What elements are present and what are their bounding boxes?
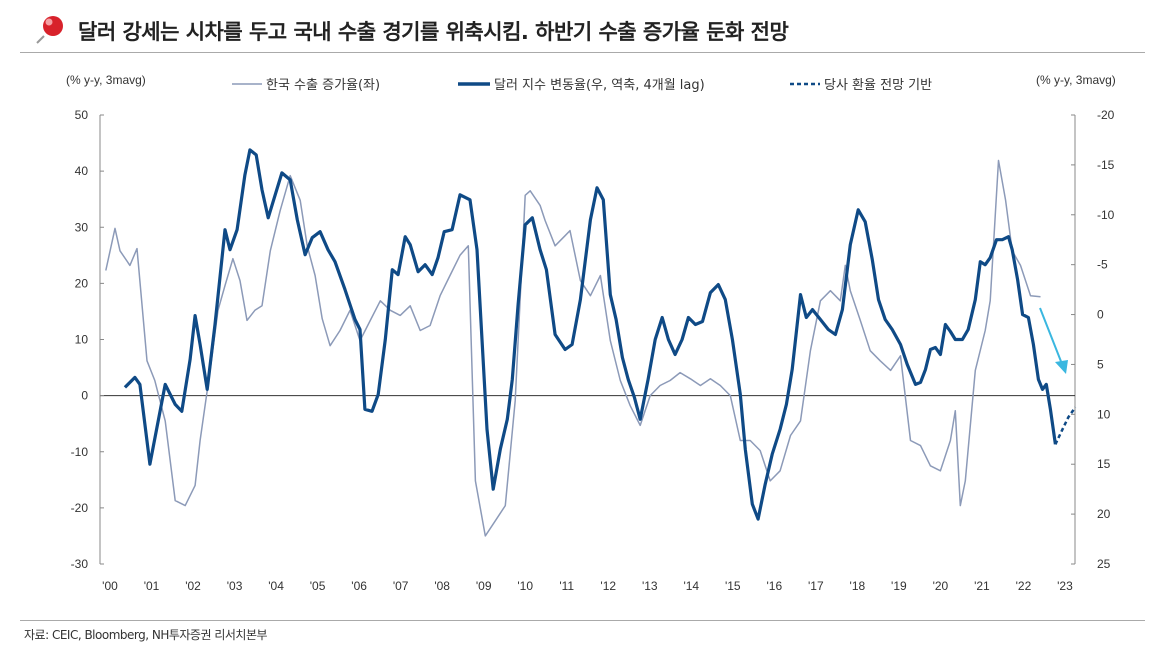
left-tick-label: 10	[75, 333, 89, 347]
left-tick-label: 50	[75, 108, 89, 122]
x-tick-label: '23	[1057, 579, 1073, 593]
right-tick-label: -10	[1097, 208, 1115, 222]
x-tick-label: '11	[559, 579, 574, 593]
x-tick-label: '18	[850, 579, 866, 593]
x-tick-label: '05	[310, 579, 326, 593]
pushpin-icon	[36, 16, 63, 44]
left-tick-label: 30	[75, 220, 89, 234]
x-tick-label: '22	[1016, 579, 1032, 593]
legend: 한국 수출 증가율(좌) 달러 지수 변동율(우, 역축, 4개월 lag) 당…	[232, 78, 932, 93]
x-tick-label: '15	[725, 579, 741, 593]
left-tick-label: 40	[75, 164, 89, 178]
x-tick-label: '19	[891, 579, 907, 593]
x-tick-label: '00	[102, 579, 118, 593]
right-tick-label: -5	[1097, 258, 1108, 272]
legend-label-forecast: 당사 환율 전망 기반	[824, 78, 932, 93]
x-tick-label: '09	[476, 579, 492, 593]
chart-title: 달러 강세는 시차를 두고 국내 수출 경기를 위축시킴. 하반기 수출 증가율…	[78, 20, 789, 44]
series-line-forecast	[1054, 406, 1077, 445]
series-line-exports	[105, 159, 1041, 537]
left-tick-label: 20	[75, 276, 89, 290]
x-tick-label: '20	[933, 579, 949, 593]
legend-label-exports: 한국 수출 증가율(좌)	[266, 78, 380, 93]
right-tick-label: 15	[1097, 457, 1111, 471]
x-tick-label: '21	[974, 579, 990, 593]
left-tick-label: -30	[71, 557, 89, 571]
x-tick-label: '17	[808, 579, 824, 593]
footer-divider	[20, 620, 1145, 621]
right-tick-label: 20	[1097, 507, 1111, 521]
left-tick-label: -20	[71, 501, 89, 515]
x-tick-label: '12	[600, 579, 616, 593]
x-tick-label: '02	[185, 579, 201, 593]
annotation-arrow	[1039, 307, 1068, 374]
x-tick-label: '06	[351, 579, 367, 593]
x-tick-label: '08	[434, 579, 450, 593]
left-tick-label: 0	[81, 389, 88, 403]
right-tick-label: 10	[1097, 407, 1111, 421]
x-tick-label: '10	[517, 579, 533, 593]
x-tick-label: '13	[642, 579, 658, 593]
right-tick-label: 5	[1097, 357, 1104, 371]
x-tick-label: '16	[766, 579, 782, 593]
title-divider	[20, 52, 1145, 53]
legend-label-dollar: 달러 지수 변동율(우, 역축, 4개월 lag)	[494, 78, 705, 93]
left-axis-label: (% y-y, 3mavg)	[66, 73, 146, 87]
x-tick-label: '01	[144, 579, 160, 593]
right-tick-label: 0	[1097, 308, 1104, 322]
left-tick-label: -10	[71, 445, 89, 459]
chart: (% y-y, 3mavg) (% y-y, 3mavg) 한국 수출 증가율(…	[66, 73, 1116, 593]
right-tick-label: 25	[1097, 557, 1111, 571]
x-tick-label: '04	[268, 579, 284, 593]
right-tick-label: -15	[1097, 158, 1115, 172]
x-tick-label: '07	[393, 579, 409, 593]
series-line-dollar	[123, 148, 1057, 521]
source-note: 자료: CEIC, Bloomberg, NH투자증권 리서치본부	[24, 628, 268, 642]
right-axis-label: (% y-y, 3mavg)	[1036, 73, 1116, 87]
right-tick-label: -20	[1097, 108, 1115, 122]
x-tick-label: '03	[227, 579, 243, 593]
x-tick-label: '14	[683, 579, 699, 593]
